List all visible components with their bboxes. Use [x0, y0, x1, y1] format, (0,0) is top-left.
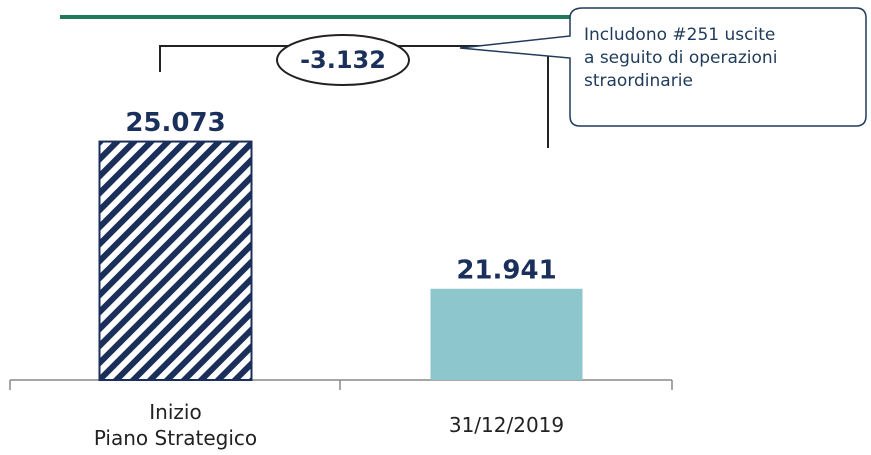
- x-tick-label: Inizio Piano Strategico: [93, 400, 258, 450]
- value-label: 21.941: [456, 255, 556, 285]
- callout: [459, 7, 867, 127]
- x-tick-label: 31/12/2019: [448, 413, 565, 437]
- callout-text: Includono #251 uscite a seguito di opera…: [584, 25, 778, 91]
- delta-label: -3.132: [300, 46, 386, 74]
- value-label: 25.073: [125, 108, 225, 138]
- bar: [98, 140, 253, 381]
- bar: [430, 288, 583, 380]
- delta-ellipse: [276, 34, 410, 86]
